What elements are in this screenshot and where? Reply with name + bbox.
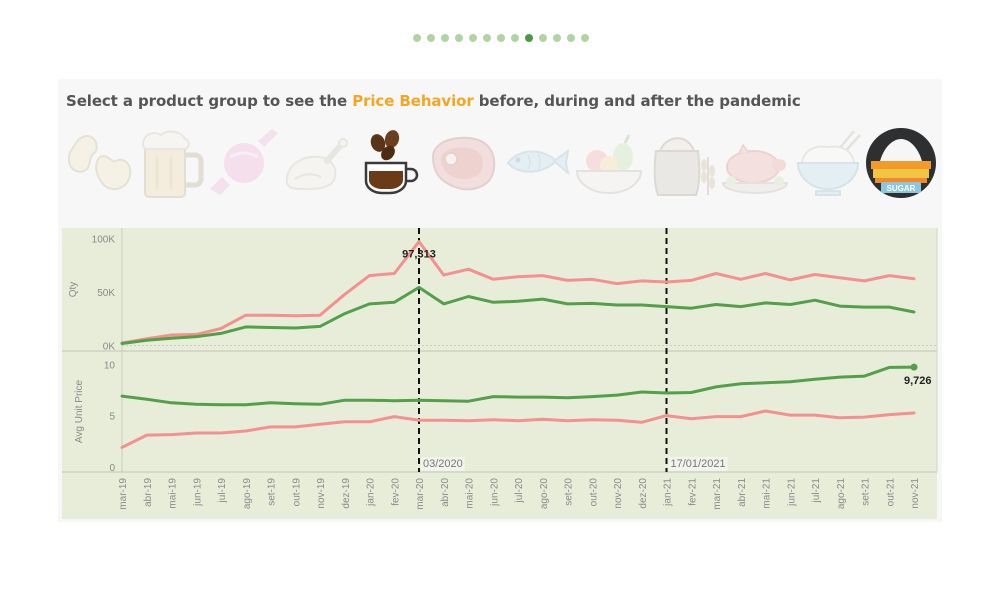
x-tick-label: jan-20 <box>366 478 377 507</box>
x-tick-label: ago-19 <box>242 478 253 510</box>
x-tick-label: dez-19 <box>341 478 352 509</box>
page-dot-10[interactable] <box>539 34 547 42</box>
plot-area <box>62 228 937 472</box>
page-dot-11[interactable] <box>553 34 561 42</box>
y-axis-label: Avg Unit Price <box>74 379 85 443</box>
title-suffix: before, during and after the pandemic <box>478 92 801 110</box>
fruits-button[interactable] <box>573 127 645 201</box>
coffee-cup-icon <box>364 130 419 195</box>
x-tick-label: jun-19 <box>192 478 203 507</box>
page-dot-6[interactable] <box>483 34 491 42</box>
y-tick-label: 0 <box>109 463 115 474</box>
cashew-icon <box>67 135 132 191</box>
x-tick-label: set-20 <box>564 478 575 506</box>
roast-pig-icon <box>721 143 789 194</box>
page-dot-4[interactable] <box>455 34 463 42</box>
sugar-icon-label: SUGAR <box>887 184 916 193</box>
page-dot-9[interactable] <box>525 34 533 42</box>
fish-icon <box>506 148 570 176</box>
sugar-button[interactable]: SUGAR <box>865 127 937 201</box>
page-dot-13[interactable] <box>581 34 589 42</box>
y-tick-label: 0K <box>103 342 116 353</box>
x-tick-label: mar-20 <box>415 478 426 510</box>
roast-chicken-icon <box>285 138 348 191</box>
fruit-bowl-icon <box>575 134 643 194</box>
x-tick-label: jan-21 <box>663 478 674 507</box>
x-tick-label: fev-21 <box>687 478 698 506</box>
x-tick-label: jun-20 <box>489 478 500 507</box>
x-tick-label: mar-21 <box>712 478 723 510</box>
x-tick-label: ago-21 <box>836 478 847 510</box>
series-line-2-1 <box>120 409 916 449</box>
page-dot-3[interactable] <box>441 34 449 42</box>
candy-icon <box>210 129 278 195</box>
x-tick-label: ago-20 <box>539 478 550 510</box>
title-highlight: Price Behavior <box>352 92 474 110</box>
candy-button[interactable] <box>208 127 280 201</box>
fish-button[interactable] <box>500 127 572 201</box>
y-tick-label: 10 <box>104 360 116 371</box>
x-tick-label: out-21 <box>885 478 896 507</box>
rice-bowl-icon <box>796 130 861 196</box>
data-point-marker <box>910 363 918 371</box>
y-tick-label: 50K <box>97 288 115 299</box>
x-tick-label: mai-19 <box>168 478 179 509</box>
x-tick-label: mai-21 <box>762 478 773 509</box>
x-tick-label: abr-20 <box>440 478 451 507</box>
page-title: Select a product group to see the Price … <box>66 92 801 110</box>
meat-button[interactable] <box>427 127 499 201</box>
x-tick-label: dez-20 <box>638 478 649 509</box>
steak-icon <box>431 136 496 191</box>
x-tick-label: out-19 <box>291 478 302 507</box>
x-tick-label: abr-19 <box>143 478 154 507</box>
y-tick-label: 100K <box>92 235 116 246</box>
rice-button[interactable] <box>792 127 864 201</box>
series-line-2-2 <box>120 365 916 407</box>
poultry-button[interactable] <box>281 127 353 201</box>
x-tick-label: nov-19 <box>316 478 327 509</box>
title-prefix: Select a product group to see the <box>66 92 348 110</box>
reference-label: 17/01/2021 <box>671 458 726 470</box>
x-tick-label: fev-20 <box>390 478 401 506</box>
data-label: 9,726 <box>904 375 932 387</box>
page-dot-8[interactable] <box>511 34 519 42</box>
page-dot-2[interactable] <box>427 34 435 42</box>
beer-button[interactable] <box>135 127 207 201</box>
reference-label: 03/2020 <box>423 458 463 470</box>
x-tick-label: nov-21 <box>910 478 921 509</box>
reference-label-bg <box>421 457 465 471</box>
grains-button[interactable] <box>646 127 718 201</box>
y-axis-label: Qty <box>68 282 79 298</box>
x-tick-label: out-20 <box>588 478 599 507</box>
cashew-button[interactable] <box>62 127 134 201</box>
reference-label-bg <box>668 457 728 471</box>
page-dot-7[interactable] <box>497 34 505 42</box>
x-tick-label: mar-19 <box>118 478 129 510</box>
series-line-1-1 <box>120 240 916 345</box>
x-tick-label: set-19 <box>267 478 278 506</box>
y-tick-label: 5 <box>109 412 115 423</box>
x-tick-label: nov-20 <box>613 478 624 509</box>
x-tick-label: abr-21 <box>737 478 748 507</box>
pagination-dots <box>413 34 589 42</box>
x-tick-label: set-21 <box>861 478 872 506</box>
x-tick-label: jul-21 <box>811 478 822 504</box>
beer-mug-icon <box>141 130 204 198</box>
series-line-1-2 <box>120 285 916 345</box>
page-dot-5[interactable] <box>469 34 477 42</box>
sugar-icon: SUGAR <box>866 128 936 198</box>
x-tick-label: jul-20 <box>514 478 525 504</box>
x-tick-label: jul-19 <box>217 478 228 504</box>
data-label: 97,313 <box>402 249 436 261</box>
page-dot-12[interactable] <box>567 34 575 42</box>
x-axis-area <box>62 472 937 519</box>
coffee-button[interactable] <box>354 127 426 201</box>
x-tick-label: jun-21 <box>786 478 797 507</box>
pork-button[interactable] <box>719 127 791 201</box>
page-dot-1[interactable] <box>413 34 421 42</box>
x-tick-label: mai-20 <box>465 478 476 509</box>
product-group-selector: SUGAR <box>62 127 942 201</box>
grain-sack-icon <box>653 137 715 196</box>
